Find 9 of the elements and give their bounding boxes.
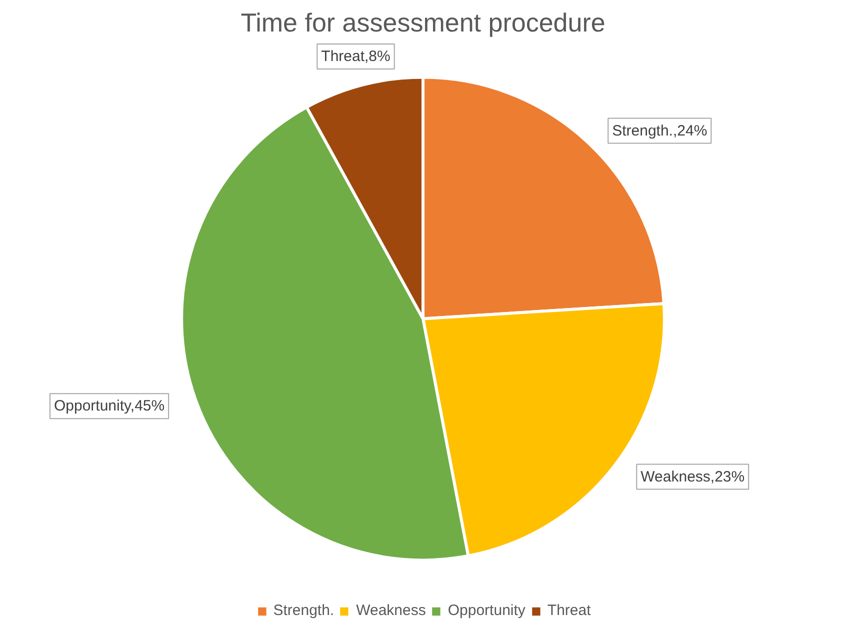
legend-label: Threat <box>547 602 591 619</box>
data-label: Threat,8% <box>321 48 390 66</box>
legend-label: Weakness <box>356 602 426 619</box>
legend-label: Strength. <box>273 602 334 619</box>
legend-label: Opportunity <box>448 602 526 619</box>
data-label: Weakness,23% <box>640 468 745 486</box>
data-label: Opportunity,45% <box>54 398 165 415</box>
data-label: Strength.,24% <box>612 122 708 140</box>
chart-title: Time for assessment procedure <box>240 8 606 38</box>
